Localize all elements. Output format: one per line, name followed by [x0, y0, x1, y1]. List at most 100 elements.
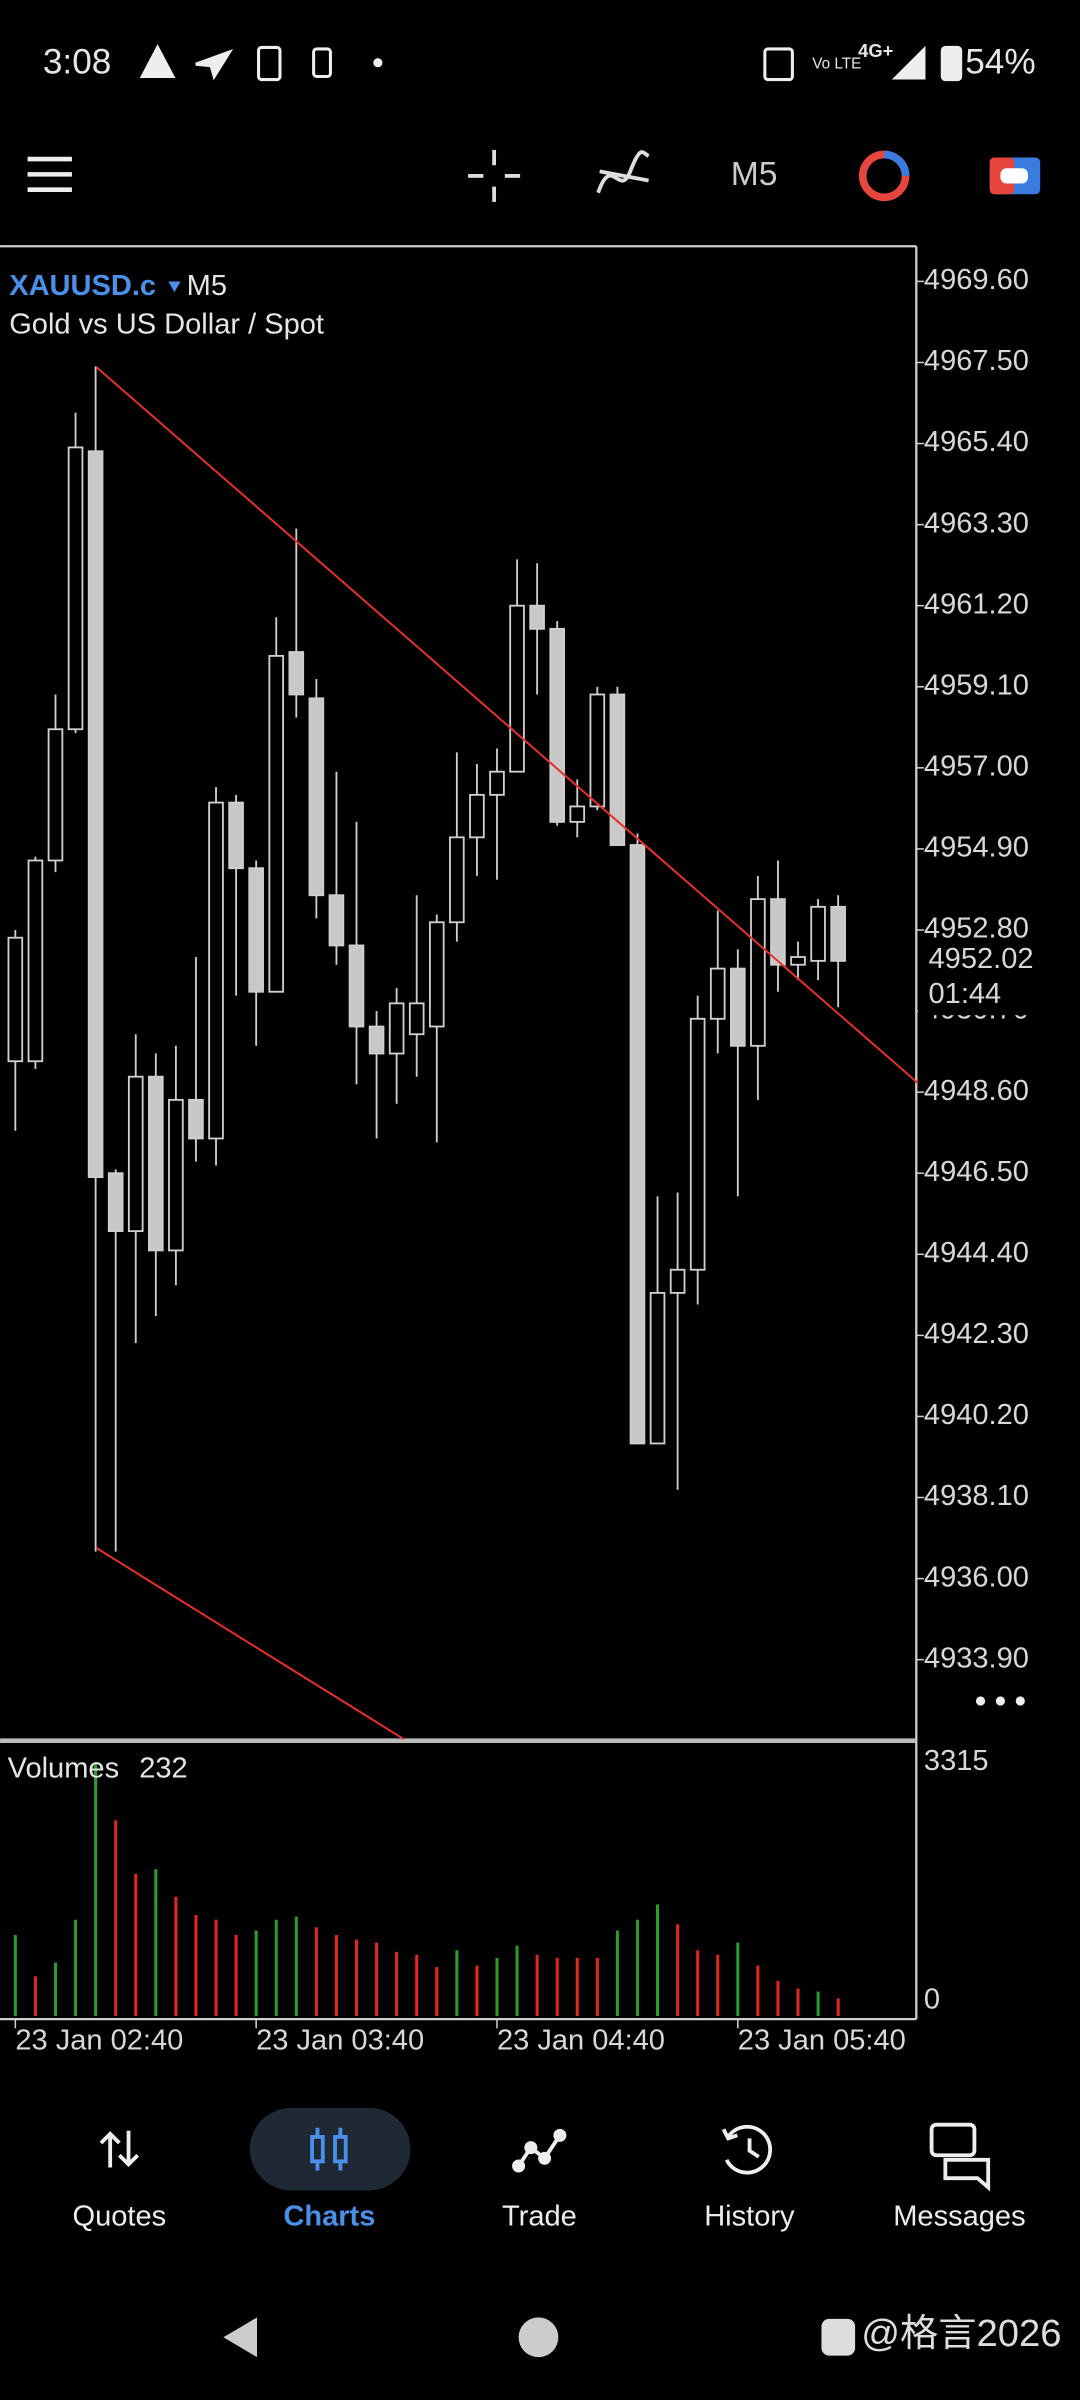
candle-body	[47, 728, 64, 862]
nav-label[interactable]: History	[704, 2201, 795, 2233]
nav-label[interactable]: Quotes	[73, 2201, 167, 2233]
volume-bar	[294, 1916, 298, 2017]
candle-body	[790, 956, 806, 966]
volume-bar	[696, 1950, 700, 2017]
volume-bar	[415, 1954, 419, 2017]
y-tick-label: 4946.50	[924, 1156, 1029, 1188]
volume-bar	[33, 1976, 37, 2017]
watermark: @格言2026	[861, 2312, 1061, 2355]
volume-bar	[515, 1945, 519, 2017]
candle-body	[649, 1291, 666, 1445]
volume-bar	[435, 1967, 439, 2017]
volume-bar	[736, 1942, 740, 2017]
symbol-description: Gold vs US Dollar / Spot	[9, 308, 324, 340]
candle-body	[308, 697, 325, 897]
nav-label[interactable]: Trade	[502, 2201, 577, 2233]
volume-bar	[354, 1939, 359, 2017]
volume-bar	[756, 1965, 760, 2017]
y-tick-label: 4967.50	[924, 345, 1029, 377]
plot-area: 4969.60 4967.50 4965.40 4963.30 4961.20 4959.…	[7, 264, 1029, 2057]
candle-body	[328, 894, 345, 947]
y-tick-label: 4933.90	[924, 1642, 1029, 1674]
network-type: 4G+	[858, 40, 893, 61]
candle-body	[709, 967, 726, 1020]
volume-bar	[214, 1919, 218, 2017]
y-tick-label: 4963.30	[924, 507, 1029, 539]
symbol-dropdown[interactable]	[168, 281, 181, 293]
volume-bar	[575, 1957, 579, 2017]
volume-bar	[174, 1896, 178, 2017]
volume-bar	[555, 1957, 559, 2017]
candle-body	[348, 944, 365, 1028]
volume-bar	[716, 1954, 720, 2017]
candle-body	[107, 1172, 124, 1233]
candle-body	[208, 801, 224, 1140]
indicators-button[interactable]	[596, 150, 650, 194]
trade-icon[interactable]	[512, 2128, 567, 2173]
x-tick-label: 23 Jan 02:40	[15, 2025, 183, 2057]
y-tick-label: 4959.10	[924, 669, 1029, 701]
nav-label[interactable]: Charts	[283, 2201, 375, 2233]
candle-body	[67, 446, 84, 731]
price-label-box	[917, 938, 1080, 1016]
candle-body	[288, 651, 305, 696]
candle-body	[87, 450, 104, 1178]
candle-body	[589, 693, 606, 808]
history-icon[interactable]	[721, 2124, 773, 2175]
candle-body	[428, 921, 445, 1028]
menu-button[interactable]	[27, 156, 72, 192]
status-icons: Vo LTE	[139, 44, 963, 82]
candle-body	[368, 1025, 385, 1055]
x-tick-label: 23 Jan 05:40	[738, 2025, 906, 2057]
home-button[interactable]	[518, 2317, 559, 2358]
timeframe-button[interactable]: M5	[731, 156, 778, 193]
battery-level: 54%	[965, 43, 1035, 82]
volume-bar	[615, 1930, 619, 2017]
candle-body	[408, 1002, 425, 1036]
volume-bar	[334, 1935, 338, 2017]
volume-tick-label: 0	[924, 1983, 940, 2015]
back-button[interactable]	[223, 2317, 258, 2358]
volume-bar	[74, 1919, 78, 2017]
nav-label[interactable]: Messages	[893, 2201, 1025, 2233]
volume-bar	[154, 1869, 158, 2017]
quotes-icon[interactable]	[99, 2130, 140, 2168]
symbol-name[interactable]: XAUUSD.c	[9, 270, 156, 302]
charts-icon[interactable]	[310, 2127, 348, 2171]
volume-bar	[13, 1935, 17, 2017]
volume-bar	[194, 1915, 198, 2017]
candle-body	[7, 936, 24, 1063]
candle-body	[449, 836, 465, 924]
candle-body	[609, 693, 626, 846]
chart-timeframe: M5	[187, 270, 227, 302]
volume-bar	[234, 1935, 238, 2017]
volume-bar	[495, 1957, 499, 2017]
trade-clock-button[interactable]	[858, 150, 910, 202]
volume-bar	[816, 1991, 820, 2017]
volume-bar	[836, 1998, 840, 2017]
trend-lines	[95, 366, 919, 1741]
candle-body	[188, 1098, 204, 1140]
bar-countdown: 01:44	[929, 978, 1002, 1010]
bottom-nav: Quotes Charts Trade History Messages	[73, 2201, 1026, 2233]
messages-icon[interactable]	[929, 2122, 991, 2192]
y-tick-label: 4940.20	[924, 1399, 1029, 1431]
volume-bar	[134, 1873, 138, 2017]
one-click-button[interactable]	[989, 157, 1041, 195]
candle-body	[750, 898, 766, 1047]
candle-body	[629, 844, 646, 1445]
candle-body	[148, 1075, 164, 1252]
volume-tick-label: 3315	[924, 1745, 989, 1777]
more-button[interactable]	[975, 1696, 1025, 1706]
y-tick-label: 4942.30	[924, 1318, 1029, 1350]
x-tick-label: 23 Jan 04:40	[497, 2025, 665, 2057]
volume-bar	[656, 1904, 660, 2017]
volume-bar	[676, 1924, 680, 2017]
candle-body	[810, 905, 826, 962]
crosshair-button[interactable]	[468, 149, 521, 202]
svg-text:Vo LTE: Vo LTE	[812, 55, 861, 72]
volume-bar	[635, 1919, 639, 2017]
candle-body	[689, 1017, 706, 1271]
y-tick-label: 4954.90	[924, 832, 1029, 864]
